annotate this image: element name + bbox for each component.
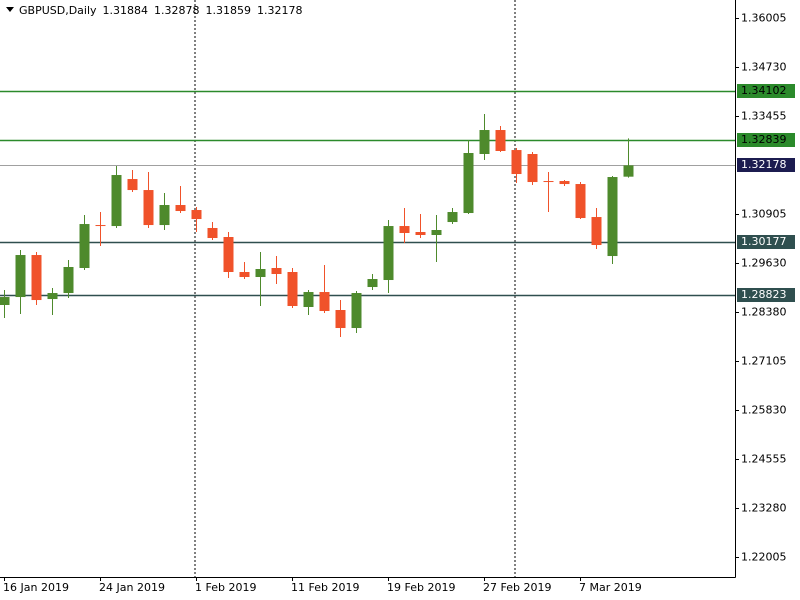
plot-area (0, 90, 735, 338)
candle-body (303, 292, 314, 307)
candle-body (271, 267, 282, 275)
candle-body (175, 205, 186, 212)
candle-body (79, 224, 90, 268)
candle-body (287, 272, 298, 306)
candle-body (191, 210, 202, 220)
y-tick-label: 1.34730 (741, 61, 787, 74)
candle-body (255, 268, 266, 278)
current-price-label-box (737, 158, 795, 172)
y-tick-label: 1.22005 (741, 551, 787, 564)
level-label: 1.30177 (741, 235, 787, 248)
collapse-icon[interactable] (6, 7, 14, 12)
x-tick-label: 7 Mar 2019 (579, 581, 642, 594)
y-tick-label: 1.24555 (741, 453, 787, 466)
candle-body (111, 175, 122, 227)
header-close: 1.32178 (257, 4, 303, 17)
candle-body (431, 229, 442, 236)
candle-body (143, 190, 154, 226)
candle-body (479, 130, 490, 155)
candle-body (383, 226, 394, 281)
x-tick-label: 24 Jan 2019 (99, 581, 165, 594)
x-tick-label: 19 Feb 2019 (387, 581, 455, 594)
y-tick-label: 1.23280 (741, 502, 787, 515)
chart-title: GBPUSD,Daily (19, 4, 97, 17)
level-label: 1.32839 (741, 133, 787, 146)
candle-body (463, 152, 474, 214)
candle-body (447, 212, 458, 223)
candle-body (527, 154, 538, 183)
y-tick-label: 1.28380 (741, 306, 787, 319)
y-tick-label: 1.27105 (741, 355, 787, 368)
y-tick-label: 1.36005 (741, 12, 787, 25)
candle-body (159, 205, 170, 226)
candle-body (15, 255, 26, 298)
candle-body (543, 181, 554, 183)
candle-body (47, 293, 58, 300)
candle-body (95, 225, 106, 227)
current-price-label: 1.32178 (741, 158, 787, 171)
x-tick-label: 1 Feb 2019 (195, 581, 256, 594)
level-label-box (737, 288, 795, 302)
x-tick-label: 11 Feb 2019 (291, 581, 359, 594)
level-label-box (737, 84, 795, 98)
candle-body (127, 179, 138, 191)
candle-body (511, 150, 522, 175)
candle-body (607, 177, 618, 257)
candle-body (575, 184, 586, 219)
candle-body (495, 130, 506, 151)
candle-body (335, 310, 346, 329)
chart-header: GBPUSD,Daily 1.31884 1.32878 1.31859 1.32178 (19, 4, 303, 17)
candle-body (623, 165, 634, 177)
x-tick-label: 27 Feb 2019 (483, 581, 551, 594)
candle-body (591, 217, 602, 246)
level-label-box (737, 235, 795, 249)
candle-body (319, 292, 330, 312)
candle-body (367, 279, 378, 288)
header-low: 1.31859 (206, 4, 252, 17)
candle-body (415, 232, 426, 236)
candle-body (31, 255, 42, 301)
candle-body (559, 181, 570, 185)
x-tick-label: 16 Jan 2019 (3, 581, 69, 594)
y-tick-label: 1.29630 (741, 257, 787, 270)
level-label: 1.34102 (741, 84, 787, 97)
y-tick-label: 1.25830 (741, 404, 787, 417)
header-open: 1.31884 (103, 4, 149, 17)
candle-body (239, 272, 250, 278)
candle-body (207, 227, 218, 239)
y-tick-label: 1.33455 (741, 110, 787, 123)
header-high: 1.32878 (154, 4, 200, 17)
candle-body (63, 266, 74, 294)
level-label: 1.28823 (741, 288, 787, 301)
candle-body (351, 293, 362, 329)
y-tick-label: 1.30905 (741, 208, 787, 221)
candle-body (0, 297, 10, 305)
level-label-box (737, 133, 795, 147)
candle-body (399, 226, 410, 234)
candle-body (223, 237, 234, 273)
